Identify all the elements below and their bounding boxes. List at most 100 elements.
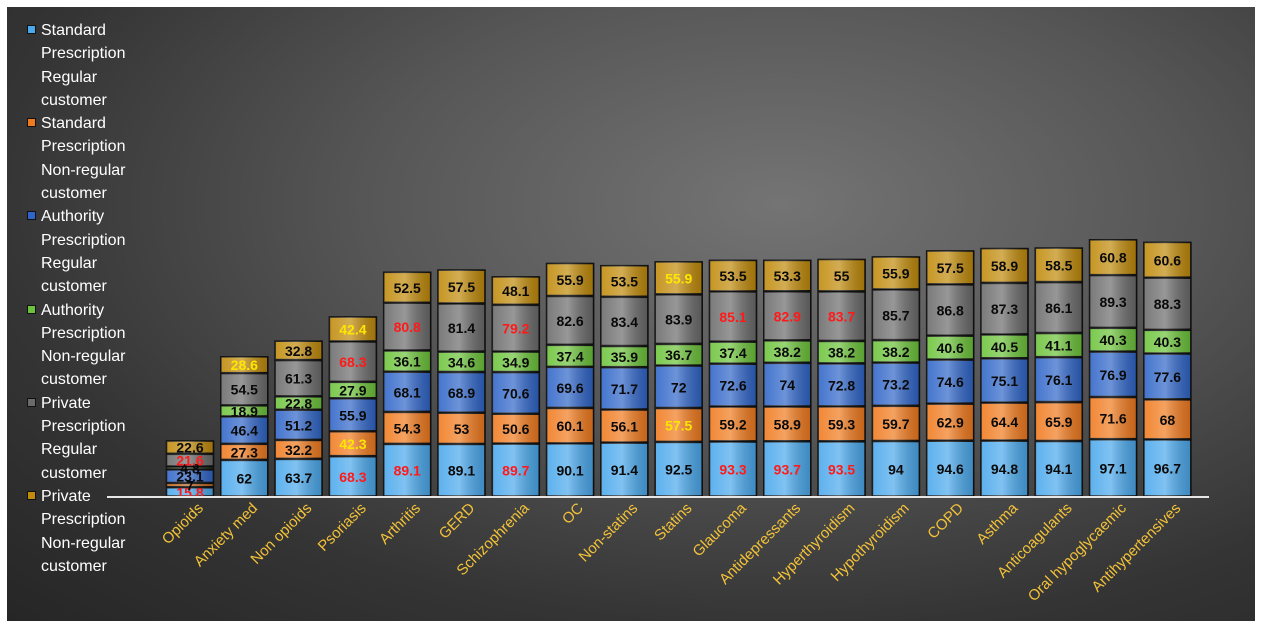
data-label: 60.6 [1154, 252, 1181, 268]
data-label: 76.1 [1045, 372, 1072, 388]
data-label: 59.7 [882, 416, 909, 432]
legend-item: Authority Prescription Non-regular custo… [27, 299, 177, 392]
data-label: 55.9 [339, 407, 366, 423]
legend-swatch [27, 25, 36, 34]
data-label: 58.9 [774, 416, 801, 432]
data-label: 42.4 [339, 322, 366, 338]
data-label: 61.3 [285, 371, 312, 387]
x-tick-label: COPD [924, 500, 967, 543]
x-tick-label: Asthma [973, 499, 1021, 547]
legend-swatch [27, 211, 36, 221]
data-label: 59.3 [828, 416, 855, 432]
data-label: 74 [780, 377, 796, 393]
data-label: 53.3 [774, 268, 801, 284]
data-label: 38.2 [828, 345, 855, 361]
data-label: 37.4 [556, 348, 583, 364]
data-label: 96.7 [1154, 461, 1181, 477]
data-label: 83.9 [665, 312, 692, 328]
data-label: 27.9 [339, 383, 366, 399]
legend-label: Private Prescription Regular customer [41, 394, 126, 482]
data-label: 55.9 [665, 270, 692, 286]
x-tick-label: Arthritis [376, 500, 424, 548]
data-label: 89.1 [394, 463, 421, 479]
data-label: 79.2 [502, 321, 529, 337]
x-tick-label: Non-statins [576, 500, 642, 566]
data-label: 73.2 [882, 377, 909, 393]
data-label: 90.1 [556, 462, 583, 478]
data-label: 88.3 [1154, 296, 1181, 312]
data-label: 94.8 [991, 461, 1018, 477]
data-label: 7 [186, 478, 194, 494]
data-label: 28.6 [231, 357, 258, 373]
data-label: 57.5 [937, 260, 964, 276]
data-label: 85.7 [882, 307, 909, 323]
data-label: 4.8 [180, 461, 200, 477]
data-label: 41.1 [1045, 338, 1072, 354]
legend-item: Private Prescription Non-regular custome… [27, 485, 177, 578]
data-label: 85.1 [719, 309, 746, 325]
data-label: 89.1 [448, 463, 475, 479]
data-label: 62 [237, 471, 253, 487]
data-label: 37.4 [719, 345, 746, 361]
data-label: 52.5 [394, 280, 421, 296]
data-label: 36.7 [665, 347, 692, 363]
data-label: 71.7 [611, 381, 638, 397]
data-label: 58.9 [991, 258, 1018, 274]
data-label: 69.6 [556, 380, 583, 396]
data-label: 56.1 [611, 419, 638, 435]
legend: Standard Prescription Regular customer S… [27, 19, 177, 578]
data-label: 55.9 [556, 272, 583, 288]
data-label: 94 [888, 461, 904, 477]
x-tick-label: Oral hypoglycaemic [1025, 499, 1131, 605]
legend-swatch [27, 490, 36, 500]
data-label: 38.2 [882, 344, 909, 360]
data-label: 51.2 [285, 417, 312, 433]
data-label: 94.1 [1045, 461, 1072, 477]
data-label: 80.8 [394, 319, 421, 335]
data-label: 76.9 [1099, 367, 1126, 383]
data-label: 83.7 [828, 309, 855, 325]
data-label: 68 [1160, 412, 1176, 428]
data-label: 77.6 [1154, 369, 1181, 385]
data-label: 35.9 [611, 349, 638, 365]
data-label: 32.2 [285, 442, 312, 458]
data-label: 93.7 [774, 461, 801, 477]
data-label: 58.5 [1045, 257, 1072, 273]
data-label: 38.2 [774, 344, 801, 360]
data-label: 94.6 [937, 461, 964, 477]
data-label: 50.6 [502, 421, 529, 437]
data-label: 53.5 [719, 268, 746, 284]
data-label: 40.6 [937, 340, 964, 356]
data-label: 53.5 [611, 274, 638, 290]
data-label: 63.7 [285, 470, 312, 486]
data-label: 89.3 [1099, 294, 1126, 310]
legend-item: Private Prescription Regular customer [27, 392, 177, 485]
data-label: 71.6 [1099, 411, 1126, 427]
data-label: 42.3 [339, 436, 366, 452]
data-label: 62.9 [937, 415, 964, 431]
data-label: 60.8 [1099, 250, 1126, 266]
stacked-bar-chart: 15.8723.14.821.622.66227.346.418.954.528… [107, 239, 1209, 605]
legend-swatch [27, 118, 36, 128]
data-label: 86.8 [937, 303, 964, 319]
x-tick-label: Psoriasis [315, 500, 370, 555]
legend-label: Standard Prescription Non-regular custom… [41, 115, 126, 203]
legend-label: Private Prescription Non-regular custome… [41, 487, 126, 575]
x-tick-label: GERD [436, 500, 479, 543]
data-label: 68.3 [339, 354, 366, 370]
legend-swatch [27, 397, 36, 407]
data-label: 57.5 [665, 418, 692, 434]
data-label: 22.6 [176, 440, 203, 456]
data-label: 22.8 [285, 396, 312, 412]
data-label: 23.1 [176, 469, 203, 485]
data-label: 40.3 [1154, 334, 1181, 350]
data-label: 91.4 [611, 462, 638, 478]
data-label: 46.4 [231, 423, 258, 439]
x-tick-label: OC [559, 500, 587, 528]
data-label: 72.6 [719, 378, 746, 394]
data-label: 93.3 [719, 462, 746, 478]
legend-item: Standard Prescription Regular customer [27, 19, 177, 112]
data-label: 18.9 [231, 403, 258, 419]
legend-label: Standard Prescription Regular customer [41, 22, 126, 109]
data-label: 27.3 [231, 444, 258, 460]
